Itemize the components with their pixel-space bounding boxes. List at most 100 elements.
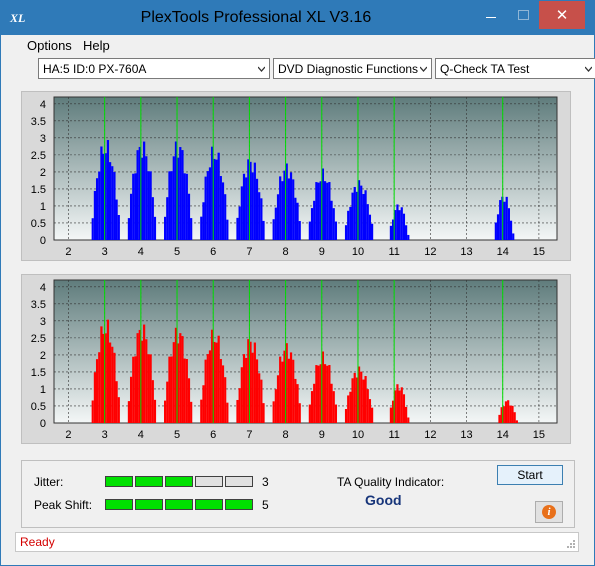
histogram-bar [166, 381, 169, 423]
histogram-bar [315, 182, 318, 240]
histogram-bar [168, 171, 171, 240]
histogram-bar [296, 202, 299, 240]
info-button[interactable]: i [535, 501, 563, 523]
histogram-bar [502, 406, 505, 423]
meter-segment [225, 499, 253, 510]
histogram-bar [285, 163, 288, 240]
histogram-bar [357, 180, 361, 240]
histogram-bar [115, 199, 118, 240]
histogram-bar [149, 171, 152, 240]
histogram-bar [262, 403, 265, 423]
histogram-bar [247, 339, 250, 423]
histogram-bar [253, 342, 256, 423]
histogram-bar [321, 351, 324, 423]
histogram-bar [217, 152, 220, 240]
meter-segment [165, 499, 193, 510]
toolbar: HA:5 ID:0 PX-760A DVD Diagnostic Functio… [19, 55, 595, 83]
histogram-bar [138, 329, 141, 423]
histogram-bar [249, 161, 252, 240]
histogram-bar [177, 343, 180, 423]
y-tick-label: 3 [40, 133, 46, 145]
histogram-bar [405, 225, 408, 240]
drive-select-value: HA:5 ID:0 PX-760A [43, 62, 147, 76]
histogram-bar [279, 356, 282, 423]
maximize-button[interactable] [507, 1, 539, 29]
ta-quality-value: Good [365, 492, 402, 508]
histogram-bar [177, 157, 180, 240]
y-tick-label: 2 [40, 167, 46, 179]
histogram-bar [219, 359, 222, 423]
histogram-bar [496, 214, 500, 240]
histogram-bar [140, 157, 144, 240]
ta-quality-label: TA Quality Indicator: [337, 475, 445, 489]
histogram-bar [143, 324, 146, 423]
histogram-bar [402, 213, 406, 240]
histogram-bar [330, 383, 333, 423]
histogram-bar [368, 399, 372, 423]
histogram-bar [253, 162, 256, 240]
lower-chart-plot: 0 0.5 1 1.5 2 2.5 3 3.5 4 2 3 4 5 6 7 8 9 10 11 12 13 14 15 [31, 279, 558, 441]
histogram-bar [147, 171, 150, 240]
x-tick-label: 14 [497, 429, 509, 441]
x-tick-label: 4 [138, 246, 144, 258]
histogram-bar [321, 168, 324, 240]
histogram-bar [289, 352, 293, 423]
histogram-bar [262, 220, 265, 240]
chevron-down-icon [585, 66, 592, 72]
x-tick-label: 5 [174, 246, 180, 258]
histogram-bar [132, 173, 135, 240]
histogram-bar [147, 354, 150, 423]
histogram-bar [276, 194, 280, 240]
start-button[interactable]: Start [497, 465, 563, 485]
histogram-bar [370, 407, 374, 423]
histogram-bar [100, 146, 103, 240]
histogram-bar [127, 401, 131, 423]
close-button[interactable]: ✕ [539, 1, 585, 29]
histogram-bar [351, 192, 354, 240]
histogram-bar [407, 234, 410, 240]
histogram-bar [364, 376, 367, 423]
title-bar[interactable]: XL PlexTools Professional XL V3.16 ✕ [1, 1, 594, 35]
histogram-bar [109, 342, 112, 423]
histogram-bar [143, 141, 146, 240]
histogram-bar [236, 217, 239, 240]
menu-options[interactable]: Options [27, 38, 72, 53]
function-select[interactable]: DVD Diagnostic Functions [273, 58, 432, 79]
histogram-bar [102, 153, 105, 240]
histogram-bar [283, 350, 286, 423]
histogram-bar [396, 204, 399, 240]
histogram-bar [164, 400, 167, 423]
histogram-bar [294, 197, 297, 240]
histogram-bar [364, 190, 367, 240]
histogram-bar [129, 193, 133, 240]
minimize-button[interactable] [475, 1, 507, 29]
histogram-bar [362, 379, 365, 423]
histogram-bar [366, 204, 369, 240]
histogram-bar [187, 193, 191, 240]
test-select-value: Q-Check TA Test [440, 62, 530, 76]
histogram-bar [349, 206, 352, 240]
histogram-bar [111, 346, 114, 423]
x-tick-label: 4 [138, 429, 144, 441]
histogram-bar [98, 352, 101, 423]
drive-select[interactable]: HA:5 ID:0 PX-760A [38, 58, 270, 79]
x-tick-label: 6 [210, 246, 216, 258]
y-tick-label: 0 [40, 235, 46, 247]
histogram-bar [344, 225, 348, 240]
histogram-bar [221, 365, 225, 423]
menu-help[interactable]: Help [83, 38, 110, 53]
histogram-bar [499, 200, 502, 240]
histogram-bar [91, 400, 94, 423]
meter-segment [105, 499, 133, 510]
histogram-bar [149, 354, 152, 423]
histogram-bar [292, 179, 295, 240]
resize-grip-icon[interactable] [566, 539, 576, 549]
histogram-bar [242, 173, 246, 240]
histogram-bar [245, 357, 248, 423]
histogram-bar [132, 356, 135, 423]
histogram-bar [274, 207, 277, 240]
test-select[interactable]: Q-Check TA Test [435, 58, 595, 79]
xl-app-icon[interactable]: XL [10, 11, 26, 25]
histogram-bar [181, 150, 184, 240]
